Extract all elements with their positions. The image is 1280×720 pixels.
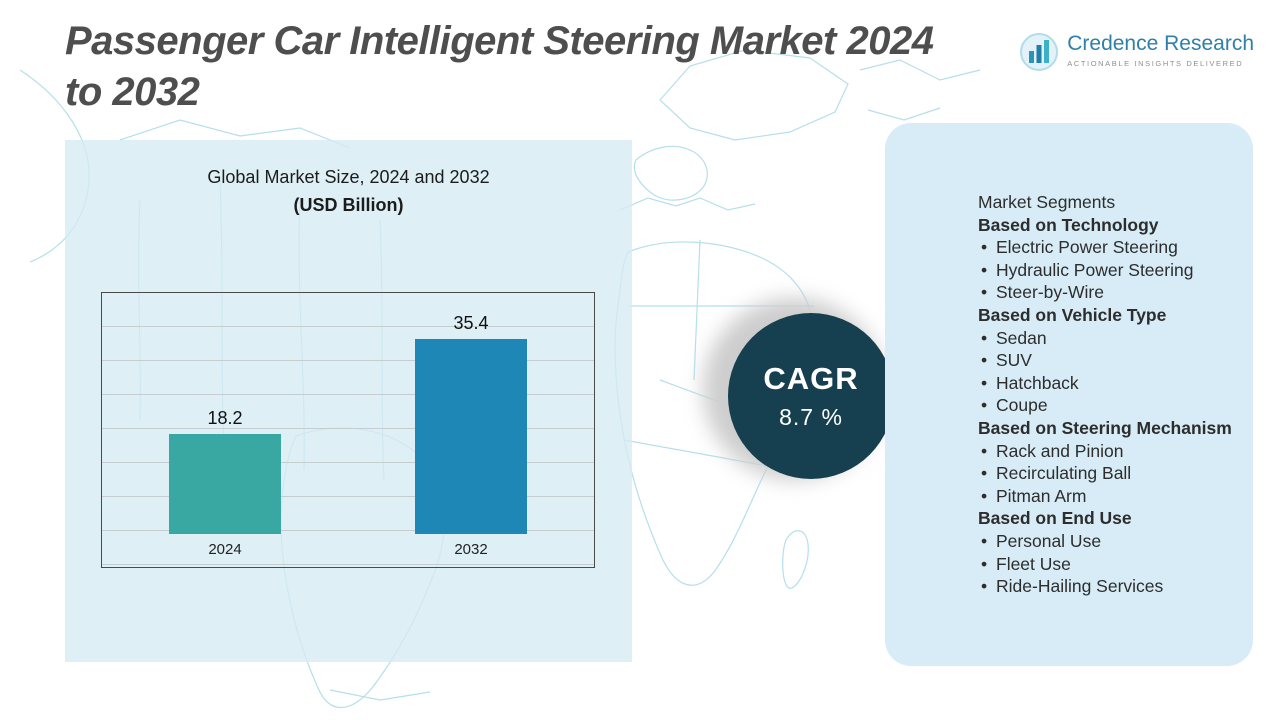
- segment-item: Steer-by-Wire: [978, 281, 1243, 304]
- segment-group-heading-end-use: Based on End Use: [978, 508, 1132, 529]
- bar-column: 18.2 2024: [169, 408, 281, 559]
- bar-chart-bars: 18.2 2024 35.4 2032: [102, 303, 594, 559]
- segment-group-technology: Electric Power Steering Hydraulic Power …: [978, 236, 1243, 304]
- chart-title: Global Market Size, 2024 and 2032 (USD B…: [65, 164, 632, 220]
- page-title-line2: to 2032: [65, 70, 200, 115]
- segments-title: Market Segments: [978, 192, 1116, 212]
- segment-item: Recirculating Ball: [978, 462, 1243, 485]
- segment-item: Rack and Pinion: [978, 440, 1243, 463]
- segment-group-heading-technology: Based on Technology: [978, 214, 1159, 235]
- bar-chart: 18.2 2024 35.4 2032: [101, 292, 595, 568]
- segment-item: Hydraulic Power Steering: [978, 259, 1243, 282]
- credence-research-logo: Credence Research Actionable Insights De…: [1019, 32, 1254, 72]
- page-title-line1: Passenger Car Intelligent Steering Marke…: [65, 19, 934, 63]
- cagr-badge: CAGR 8.7 %: [728, 313, 894, 479]
- logo-bar-chart-icon: [1020, 33, 1059, 71]
- page-title: Passenger Car Intelligent Steering Marke…: [65, 16, 1065, 118]
- segment-item: Pitman Arm: [978, 485, 1243, 508]
- segment-item: Ride-Hailing Services: [978, 575, 1243, 598]
- logo-text: Credence Research Actionable Insights De…: [1067, 32, 1254, 68]
- segment-group-steering-mechanism: Rack and Pinion Recirculating Ball Pitma…: [978, 440, 1243, 508]
- segment-group-vehicle-type: Sedan SUV Hatchback Coupe: [978, 327, 1243, 417]
- segment-item: SUV: [978, 349, 1243, 372]
- segment-group-heading-steering-mechanism: Based on Steering Mechanism: [978, 417, 1232, 438]
- segment-item: Sedan: [978, 327, 1243, 350]
- cagr-label: CAGR: [763, 361, 859, 396]
- segment-item: Coupe: [978, 394, 1243, 417]
- cagr-value: 8.7 %: [779, 404, 843, 430]
- bar-value-label: 35.4: [453, 313, 489, 333]
- bar: [415, 339, 527, 534]
- segment-item: Personal Use: [978, 530, 1243, 553]
- bar-category-label: 2024: [208, 541, 242, 558]
- market-segments-card: Market Segments Based on Technology Elec…: [885, 123, 1253, 666]
- segment-item: Fleet Use: [978, 553, 1243, 576]
- bar-value-label: 18.2: [207, 408, 243, 428]
- brand-tagline: Actionable Insights Delivered: [1067, 59, 1244, 68]
- chart-title-main: Global Market Size, 2024 and 2032: [207, 167, 490, 187]
- segment-item: Hatchback: [978, 372, 1243, 395]
- bar-column: 35.4 2032: [415, 313, 527, 559]
- market-size-panel: Global Market Size, 2024 and 2032 (USD B…: [65, 140, 632, 662]
- segment-group-heading-vehicle-type: Based on Vehicle Type: [978, 304, 1167, 325]
- brand-name: Credence Research: [1067, 32, 1254, 55]
- segment-item: Electric Power Steering: [978, 236, 1243, 259]
- chart-title-unit: (USD Billion): [293, 194, 404, 215]
- bar-category-label: 2032: [454, 541, 488, 558]
- bar: [169, 434, 281, 534]
- segment-group-end-use: Personal Use Fleet Use Ride-Hailing Serv…: [978, 530, 1243, 598]
